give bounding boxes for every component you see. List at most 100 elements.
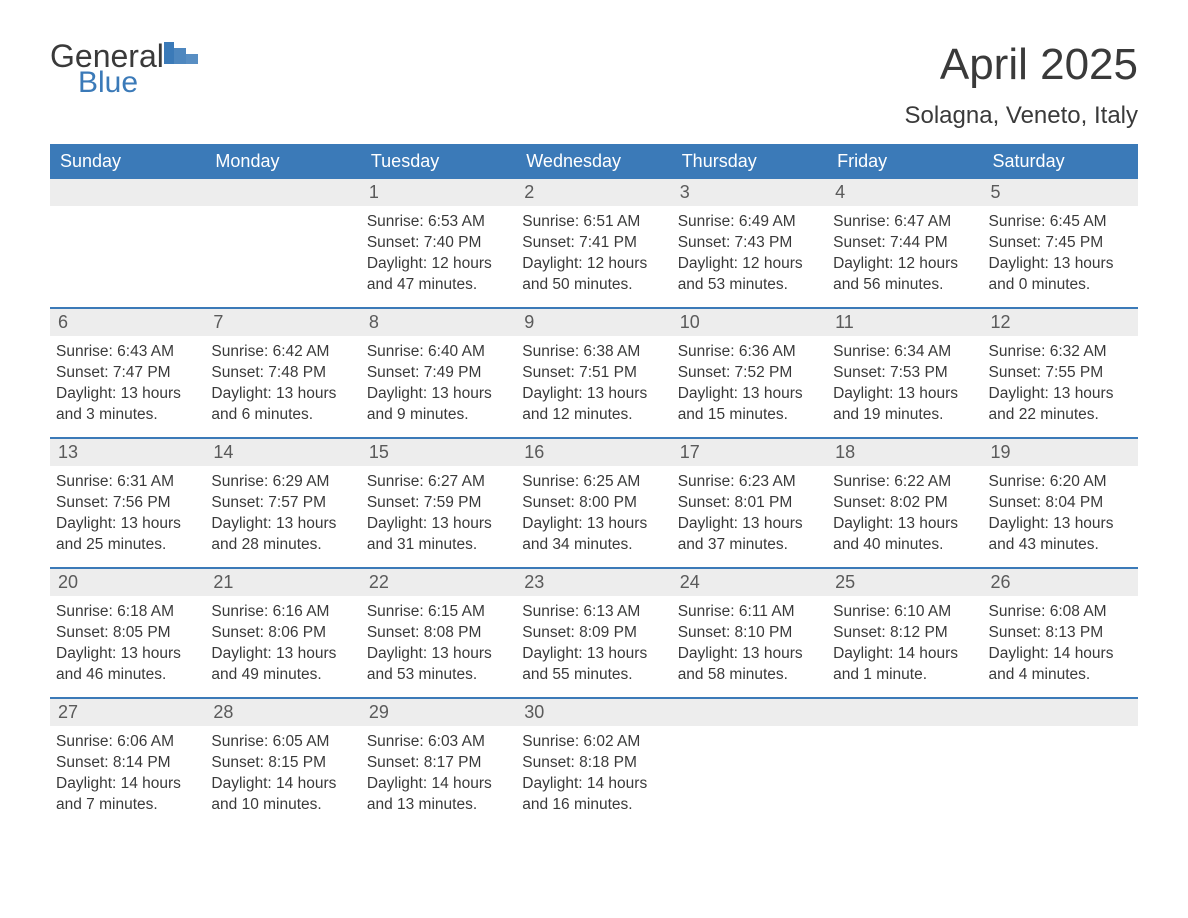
daylight-text: Daylight: 13 hours and 46 minutes. (56, 644, 197, 686)
daylight-text: Daylight: 13 hours and 37 minutes. (678, 514, 819, 556)
sunset-text: Sunset: 8:08 PM (367, 623, 508, 644)
day-cell: 30Sunrise: 6:02 AMSunset: 8:18 PMDayligh… (516, 699, 671, 827)
daylight-text: Daylight: 13 hours and 43 minutes. (989, 514, 1130, 556)
day-body: Sunrise: 6:45 AMSunset: 7:45 PMDaylight:… (983, 206, 1138, 306)
sunrise-text: Sunrise: 6:25 AM (522, 472, 663, 493)
daylight-text: Daylight: 13 hours and 25 minutes. (56, 514, 197, 556)
dow-thursday: Thursday (672, 144, 827, 179)
day-cell: 24Sunrise: 6:11 AMSunset: 8:10 PMDayligh… (672, 569, 827, 697)
day-body: Sunrise: 6:13 AMSunset: 8:09 PMDaylight:… (516, 596, 671, 696)
day-number: 29 (361, 699, 516, 726)
sunset-text: Sunset: 8:10 PM (678, 623, 819, 644)
day-number: 27 (50, 699, 205, 726)
day-number: 4 (827, 179, 982, 206)
day-cell: 5Sunrise: 6:45 AMSunset: 7:45 PMDaylight… (983, 179, 1138, 307)
day-body: Sunrise: 6:16 AMSunset: 8:06 PMDaylight:… (205, 596, 360, 696)
day-cell: 8Sunrise: 6:40 AMSunset: 7:49 PMDaylight… (361, 309, 516, 437)
day-number: 20 (50, 569, 205, 596)
day-body: Sunrise: 6:11 AMSunset: 8:10 PMDaylight:… (672, 596, 827, 696)
day-cell: 17Sunrise: 6:23 AMSunset: 8:01 PMDayligh… (672, 439, 827, 567)
daylight-text: Daylight: 13 hours and 9 minutes. (367, 384, 508, 426)
sunrise-text: Sunrise: 6:47 AM (833, 212, 974, 233)
day-cell: 26Sunrise: 6:08 AMSunset: 8:13 PMDayligh… (983, 569, 1138, 697)
sunrise-text: Sunrise: 6:51 AM (522, 212, 663, 233)
daylight-text: Daylight: 14 hours and 10 minutes. (211, 774, 352, 816)
day-number (983, 699, 1138, 726)
day-number (827, 699, 982, 726)
day-body: Sunrise: 6:27 AMSunset: 7:59 PMDaylight:… (361, 466, 516, 566)
day-number: 24 (672, 569, 827, 596)
day-number: 7 (205, 309, 360, 336)
daylight-text: Daylight: 13 hours and 34 minutes. (522, 514, 663, 556)
title-block: April 2025 Solagna, Veneto, Italy (904, 40, 1138, 130)
day-number: 3 (672, 179, 827, 206)
day-body: Sunrise: 6:40 AMSunset: 7:49 PMDaylight:… (361, 336, 516, 436)
sunrise-text: Sunrise: 6:29 AM (211, 472, 352, 493)
day-cell: 15Sunrise: 6:27 AMSunset: 7:59 PMDayligh… (361, 439, 516, 567)
day-cell: 19Sunrise: 6:20 AMSunset: 8:04 PMDayligh… (983, 439, 1138, 567)
sunset-text: Sunset: 7:56 PM (56, 493, 197, 514)
week-row: 20Sunrise: 6:18 AMSunset: 8:05 PMDayligh… (50, 567, 1138, 697)
daylight-text: Daylight: 12 hours and 47 minutes. (367, 254, 508, 296)
daylight-text: Daylight: 12 hours and 56 minutes. (833, 254, 974, 296)
sunset-text: Sunset: 8:09 PM (522, 623, 663, 644)
week-row: 27Sunrise: 6:06 AMSunset: 8:14 PMDayligh… (50, 697, 1138, 827)
day-cell: 4Sunrise: 6:47 AMSunset: 7:44 PMDaylight… (827, 179, 982, 307)
day-number: 30 (516, 699, 671, 726)
sunset-text: Sunset: 7:59 PM (367, 493, 508, 514)
day-body: Sunrise: 6:23 AMSunset: 8:01 PMDaylight:… (672, 466, 827, 566)
day-body: Sunrise: 6:20 AMSunset: 8:04 PMDaylight:… (983, 466, 1138, 566)
day-number: 9 (516, 309, 671, 336)
day-cell: 27Sunrise: 6:06 AMSunset: 8:14 PMDayligh… (50, 699, 205, 827)
sunrise-text: Sunrise: 6:42 AM (211, 342, 352, 363)
day-number: 11 (827, 309, 982, 336)
daylight-text: Daylight: 13 hours and 22 minutes. (989, 384, 1130, 426)
month-title: April 2025 (904, 40, 1138, 90)
day-cell: 3Sunrise: 6:49 AMSunset: 7:43 PMDaylight… (672, 179, 827, 307)
dow-friday: Friday (827, 144, 982, 179)
day-number: 22 (361, 569, 516, 596)
sunset-text: Sunset: 7:49 PM (367, 363, 508, 384)
sunset-text: Sunset: 8:14 PM (56, 753, 197, 774)
daylight-text: Daylight: 13 hours and 40 minutes. (833, 514, 974, 556)
daylight-text: Daylight: 13 hours and 49 minutes. (211, 644, 352, 686)
day-cell: 7 Sunrise: 6:42 AMSunset: 7:48 PMDaylight… (205, 309, 360, 437)
day-cell: 6Sunrise: 6:43 AMSunset: 7:47 PMDaylight… (50, 309, 205, 437)
sunrise-text: Sunrise: 6:13 AM (522, 602, 663, 623)
dow-header-row: Sunday Monday Tuesday Wednesday Thursday… (50, 144, 1138, 179)
day-number: 28 (205, 699, 360, 726)
day-number: 16 (516, 439, 671, 466)
daylight-text: Daylight: 13 hours and 55 minutes. (522, 644, 663, 686)
day-cell (983, 699, 1138, 827)
week-row: 13Sunrise: 6:31 AMSunset: 7:56 PMDayligh… (50, 437, 1138, 567)
sunrise-text: Sunrise: 6:15 AM (367, 602, 508, 623)
daylight-text: Daylight: 13 hours and 15 minutes. (678, 384, 819, 426)
sunset-text: Sunset: 8:12 PM (833, 623, 974, 644)
location: Solagna, Veneto, Italy (904, 102, 1138, 130)
dow-monday: Monday (205, 144, 360, 179)
day-body: Sunrise: 6:36 AMSunset: 7:52 PMDaylight:… (672, 336, 827, 436)
sunrise-text: Sunrise: 6:03 AM (367, 732, 508, 753)
sunrise-text: Sunrise: 6:06 AM (56, 732, 197, 753)
day-number: 12 (983, 309, 1138, 336)
sunrise-text: Sunrise: 6:11 AM (678, 602, 819, 623)
logo: General Blue (50, 40, 198, 100)
sunset-text: Sunset: 7:48 PM (211, 363, 352, 384)
daylight-text: Daylight: 13 hours and 12 minutes. (522, 384, 663, 426)
day-body: Sunrise: 6:51 AMSunset: 7:41 PMDaylight:… (516, 206, 671, 306)
sunrise-text: Sunrise: 6:08 AM (989, 602, 1130, 623)
sunset-text: Sunset: 7:55 PM (989, 363, 1130, 384)
day-body: Sunrise: 6:31 AMSunset: 7:56 PMDaylight:… (50, 466, 205, 566)
day-cell: 9Sunrise: 6:38 AMSunset: 7:51 PMDaylight… (516, 309, 671, 437)
day-number: 17 (672, 439, 827, 466)
day-body: Sunrise: 6:34 AMSunset: 7:53 PMDaylight:… (827, 336, 982, 436)
daylight-text: Daylight: 13 hours and 31 minutes. (367, 514, 508, 556)
day-cell (827, 699, 982, 827)
daylight-text: Daylight: 13 hours and 6 minutes. (211, 384, 352, 426)
sunset-text: Sunset: 7:43 PM (678, 233, 819, 254)
day-body: Sunrise: 6:06 AMSunset: 8:14 PMDaylight:… (50, 726, 205, 826)
daylight-text: Daylight: 13 hours and 0 minutes. (989, 254, 1130, 296)
sunset-text: Sunset: 8:00 PM (522, 493, 663, 514)
day-number: 23 (516, 569, 671, 596)
sunrise-text: Sunrise: 6:40 AM (367, 342, 508, 363)
